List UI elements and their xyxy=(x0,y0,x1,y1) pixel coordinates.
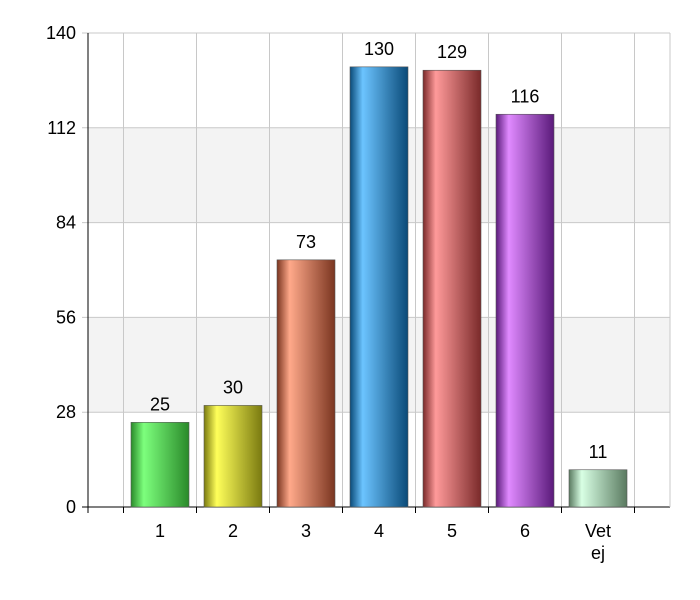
data-label: 30 xyxy=(223,377,243,397)
x-tick-label: 2 xyxy=(228,521,238,541)
x-tick-label: 5 xyxy=(447,521,457,541)
data-label: 11 xyxy=(589,442,608,462)
data-label: 129 xyxy=(437,42,467,62)
bar xyxy=(568,469,628,508)
data-label: 25 xyxy=(150,394,170,414)
y-tick-label: 140 xyxy=(46,23,76,43)
bar xyxy=(276,259,336,508)
x-tick-label: 4 xyxy=(374,521,384,541)
y-tick-label: 112 xyxy=(47,118,76,138)
bar xyxy=(495,113,555,508)
x-tick-label: 1 xyxy=(155,521,165,541)
y-tick-label: 0 xyxy=(66,497,76,517)
x-tick-label: 3 xyxy=(301,521,311,541)
bar xyxy=(422,69,482,508)
bar xyxy=(130,422,190,508)
bar xyxy=(203,405,263,508)
x-tick-label: Vet ej xyxy=(585,521,611,563)
x-tick-label: 6 xyxy=(520,521,530,541)
y-tick-label: 28 xyxy=(56,402,76,422)
data-label: 116 xyxy=(511,86,540,106)
data-label: 73 xyxy=(296,232,316,252)
y-tick-label: 56 xyxy=(56,307,76,327)
data-label: 130 xyxy=(364,39,394,59)
y-tick-label: 84 xyxy=(56,213,76,233)
bar xyxy=(349,66,409,508)
